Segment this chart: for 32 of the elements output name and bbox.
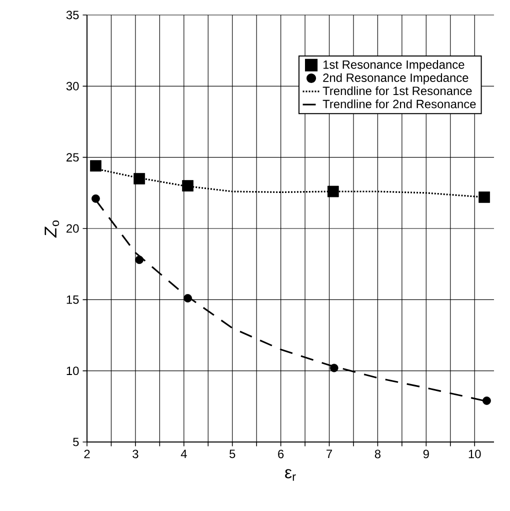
point: [182, 180, 194, 192]
x-tick-label: 9: [423, 450, 429, 458]
y-tick-label: 35: [66, 10, 79, 20]
x-tick-label: 7: [326, 450, 332, 458]
point: [184, 294, 192, 302]
y-tick-label: 15: [66, 296, 79, 304]
x-tick-label: 2: [84, 450, 90, 458]
x-axis-title: ε$_{r}$: [285, 469, 296, 481]
point: [92, 194, 100, 203]
y-axis-title: Z$_{o}$: [44, 220, 60, 238]
point: [134, 173, 146, 184]
point: [327, 186, 339, 198]
point: [330, 364, 338, 372]
y-tick-label: 20: [66, 224, 79, 233]
x-tick-label: 6: [278, 450, 284, 458]
x-tick-label: 5: [230, 450, 236, 458]
legend-label: 2nd Resonance Impedance: [323, 73, 468, 84]
x-tick-label: 8: [374, 450, 381, 458]
point: [135, 256, 144, 264]
y-tick-label: 30: [66, 82, 79, 90]
point: [90, 160, 102, 172]
y-tick-label: 10: [66, 366, 79, 376]
y-tick-label: 25: [66, 153, 79, 162]
x-tick-label: 3: [132, 450, 138, 458]
y-tick-label: 5: [73, 438, 79, 446]
point: [482, 396, 491, 405]
legend-label: Trendline for 1st Resonance: [322, 86, 472, 96]
x-tick-label: 4: [180, 450, 187, 458]
legend-label: Trendline for 2nd Resonance: [322, 99, 476, 108]
legend-label: 1st Resonance Impedance: [323, 60, 464, 72]
x-tick-label: 10: [468, 450, 481, 458]
point: [478, 192, 490, 203]
